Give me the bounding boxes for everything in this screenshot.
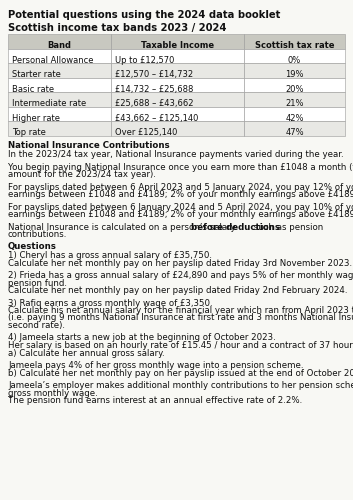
Bar xyxy=(8,121,111,136)
Text: Intermediate rate: Intermediate rate xyxy=(12,99,86,108)
Text: 42%: 42% xyxy=(285,114,304,122)
Text: National Insurance is calculated on a person’s salary: National Insurance is calculated on a pe… xyxy=(8,222,239,232)
Bar xyxy=(8,48,111,63)
Bar xyxy=(111,48,244,63)
Text: Scottish tax rate: Scottish tax rate xyxy=(255,42,334,50)
Bar xyxy=(244,78,345,92)
Text: 19%: 19% xyxy=(285,70,304,79)
Text: Questions: Questions xyxy=(8,242,57,252)
Bar xyxy=(244,48,345,63)
Text: Calculate his net annual salary for the financial year which ran from April 2023: Calculate his net annual salary for the … xyxy=(8,306,353,315)
Bar xyxy=(111,121,244,136)
Text: (i.e. paying 9 months National Insurance at first rate and 3 months National Ins: (i.e. paying 9 months National Insurance… xyxy=(8,314,353,322)
Text: a) Calculate her annual gross salary.: a) Calculate her annual gross salary. xyxy=(8,348,164,358)
Text: 3) Rafiq earns a gross monthly wage of £3,350.: 3) Rafiq earns a gross monthly wage of £… xyxy=(8,298,213,308)
Text: Personal Allowance: Personal Allowance xyxy=(12,56,94,64)
Text: such as pension: such as pension xyxy=(251,222,323,232)
Text: Potential questions using the 2024 data booklet: Potential questions using the 2024 data … xyxy=(8,10,280,20)
Bar xyxy=(244,106,345,121)
Text: pension fund.: pension fund. xyxy=(8,278,67,287)
Text: 2) Frieda has a gross annual salary of £24,890 and pays 5% of her monthly wage i: 2) Frieda has a gross annual salary of £… xyxy=(8,271,353,280)
Text: Calculate her net monthly pay on her payslip dated Friday 2nd February 2024.: Calculate her net monthly pay on her pay… xyxy=(8,286,347,295)
Bar xyxy=(111,92,244,106)
Text: Scottish income tax bands 2023 / 2024: Scottish income tax bands 2023 / 2024 xyxy=(8,22,227,32)
Bar xyxy=(244,92,345,106)
Text: The pension fund earns interest at an annual effective rate of 2.2%.: The pension fund earns interest at an an… xyxy=(8,396,302,405)
Text: £12,570 – £14,732: £12,570 – £14,732 xyxy=(115,70,193,79)
Text: 1) Cheryl has a gross annual salary of £35,750.: 1) Cheryl has a gross annual salary of £… xyxy=(8,251,212,260)
Text: Jameela pays 4% of her gross monthly wage into a pension scheme.: Jameela pays 4% of her gross monthly wag… xyxy=(8,361,304,370)
Bar xyxy=(111,63,244,78)
Text: Starter rate: Starter rate xyxy=(12,70,61,79)
Text: amount for the 2023/24 tax year).: amount for the 2023/24 tax year). xyxy=(8,170,156,179)
Bar xyxy=(8,92,111,106)
Text: You begin paying National Insurance once you earn more than £1048 a month (this : You begin paying National Insurance once… xyxy=(8,162,353,172)
Bar xyxy=(111,78,244,92)
Text: before deductions: before deductions xyxy=(191,222,280,232)
Text: gross monthly wage.: gross monthly wage. xyxy=(8,388,98,398)
Bar xyxy=(8,106,111,121)
Bar xyxy=(244,34,345,48)
Text: 0%: 0% xyxy=(288,56,301,64)
Text: b) Calculate her net monthly pay on her payslip issued at the end of October 202: b) Calculate her net monthly pay on her … xyxy=(8,368,353,378)
Bar xyxy=(8,78,111,92)
Text: 20%: 20% xyxy=(285,84,304,94)
Text: 47%: 47% xyxy=(285,128,304,137)
Bar xyxy=(8,34,111,48)
Text: £25,688 – £43,662: £25,688 – £43,662 xyxy=(115,99,193,108)
Bar xyxy=(111,106,244,121)
Text: Taxable Income: Taxable Income xyxy=(141,42,214,50)
Text: For payslips dated between 6 April 2023 and 5 January 2024, you pay 12% of your : For payslips dated between 6 April 2023 … xyxy=(8,182,353,192)
Text: £14,732 – £25,688: £14,732 – £25,688 xyxy=(115,84,193,94)
Text: In the 2023/24 tax year, National Insurance payments varied during the year.: In the 2023/24 tax year, National Insura… xyxy=(8,150,343,159)
Bar xyxy=(111,34,244,48)
Bar xyxy=(244,121,345,136)
Text: Jameela’s employer makes additional monthly contributions to her pension scheme : Jameela’s employer makes additional mont… xyxy=(8,381,353,390)
Text: 4) Jameela starts a new job at the beginning of October 2023.: 4) Jameela starts a new job at the begin… xyxy=(8,334,276,342)
Text: earnings between £1048 and £4189; 2% of your monthly earnings above £4189.: earnings between £1048 and £4189; 2% of … xyxy=(8,210,353,219)
Text: For payslips dated between 6 January 2024 and 5 April 2024, you pay 10% of your : For payslips dated between 6 January 202… xyxy=(8,202,353,211)
Text: second rate).: second rate). xyxy=(8,321,65,330)
Text: earnings between £1048 and £4189; 2% of your monthly earnings above £4189.: earnings between £1048 and £4189; 2% of … xyxy=(8,190,353,199)
Text: Over £125,140: Over £125,140 xyxy=(115,128,177,137)
Text: National Insurance Contributions: National Insurance Contributions xyxy=(8,142,170,150)
Text: contributions.: contributions. xyxy=(8,230,67,239)
Bar xyxy=(8,63,111,78)
Text: 21%: 21% xyxy=(285,99,304,108)
Text: Calculate her net monthly pay on her payslip dated Friday 3rd November 2023.: Calculate her net monthly pay on her pay… xyxy=(8,258,352,268)
Text: Up to £12,570: Up to £12,570 xyxy=(115,56,174,64)
Text: Her salary is based on an hourly rate of £15.45 / hour and a contract of 37 hour: Her salary is based on an hourly rate of… xyxy=(8,341,353,350)
Text: Basic rate: Basic rate xyxy=(12,84,54,94)
Text: Top rate: Top rate xyxy=(12,128,46,137)
Text: Higher rate: Higher rate xyxy=(12,114,60,122)
Text: £43,662 – £125,140: £43,662 – £125,140 xyxy=(115,114,198,122)
Bar xyxy=(244,63,345,78)
Text: Band: Band xyxy=(47,42,71,50)
